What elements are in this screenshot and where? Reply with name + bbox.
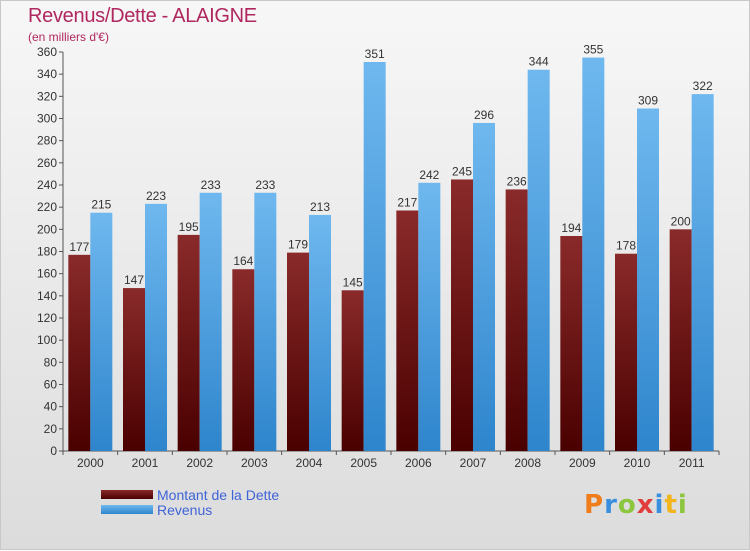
value-label-revenus: 351: [365, 47, 385, 61]
bar-dette: [615, 253, 637, 451]
y-tick-label: 0: [50, 444, 57, 458]
bar-revenus: [418, 182, 441, 452]
value-label-revenus: 355: [583, 43, 603, 57]
y-tick-label: 260: [37, 156, 57, 170]
legend-swatch-revenus: [101, 505, 153, 514]
x-tick-label: 2008: [514, 456, 541, 470]
value-label-revenus: 242: [419, 168, 439, 182]
y-tick-label: 340: [37, 67, 57, 81]
bar-revenus: [90, 212, 113, 451]
value-label-dette: 147: [124, 273, 144, 287]
value-label-dette: 200: [671, 214, 691, 228]
chart-subtitle: (en milliers d'€): [28, 30, 109, 44]
bar-dette: [341, 290, 364, 451]
value-label-dette: 164: [233, 254, 253, 268]
y-tick-label: 20: [44, 422, 58, 436]
bar-revenus: [582, 57, 605, 452]
value-label-revenus: 213: [310, 200, 330, 214]
bar-dette: [68, 254, 91, 451]
value-label-revenus: 233: [255, 178, 275, 192]
chart-title: Revenus/Dette - ALAIGNE: [28, 5, 257, 27]
y-tick-label: 120: [37, 311, 57, 325]
value-label-dette: 178: [616, 239, 636, 253]
logo-letter: r: [604, 490, 618, 520]
value-label-revenus: 296: [474, 108, 494, 122]
bar-revenus: [527, 69, 550, 451]
y-tick-label: 280: [37, 134, 57, 148]
x-tick-label: 2002: [186, 456, 213, 470]
value-label-dette: 236: [507, 174, 527, 188]
bar-dette: [669, 229, 692, 451]
bars: [68, 57, 714, 452]
y-tick-label: 160: [37, 267, 57, 281]
value-label-dette: 195: [179, 220, 199, 234]
logo-letter: o: [617, 490, 637, 520]
bar-dette: [287, 252, 309, 451]
logo-letter: i: [677, 490, 688, 520]
x-tick-label: 2001: [132, 456, 159, 470]
bar-revenus: [199, 192, 222, 451]
bar-dette: [123, 288, 145, 451]
axes: 0 20 40 60 80 100 120 140 160 180 200 220 240 260 280 3…: [37, 45, 720, 470]
value-label-dette: 179: [288, 238, 308, 252]
x-tick-label: 2003: [241, 456, 268, 470]
value-label-revenus: 344: [529, 55, 549, 69]
value-label-revenus: 233: [201, 178, 221, 192]
x-tick-label: 2000: [77, 456, 104, 470]
y-tick-label: 100: [37, 333, 57, 347]
legend-label-revenus: Revenus: [157, 502, 213, 518]
bar-revenus: [254, 192, 277, 451]
bar-revenus: [637, 108, 659, 452]
y-tick-label: 180: [37, 245, 57, 259]
x-tick-label: 2007: [460, 456, 487, 470]
y-tick-label: 320: [37, 89, 57, 103]
bar-dette: [451, 179, 473, 452]
x-tick-label: 2004: [296, 456, 323, 470]
bar-dette: [396, 210, 419, 451]
x-tick-label: 2009: [569, 456, 596, 470]
x-tick-label: 2010: [624, 456, 651, 470]
y-tick-label: 200: [37, 222, 57, 236]
y-tick-label: 60: [44, 378, 58, 392]
y-tick-label: 40: [44, 400, 58, 414]
bar-revenus: [691, 94, 714, 451]
bar-dette: [505, 189, 528, 451]
y-tick-label: 240: [37, 178, 57, 192]
logo-letter: x: [636, 490, 655, 520]
value-label-dette: 245: [452, 164, 472, 178]
proxiti-logo: Proxiti: [584, 490, 688, 520]
value-label-revenus: 223: [146, 189, 166, 203]
y-tick-label: 140: [37, 289, 57, 303]
bar-dette: [560, 235, 583, 451]
value-label-dette: 194: [561, 221, 581, 235]
y-tick-label: 220: [37, 200, 57, 214]
value-label-dette: 177: [69, 240, 89, 254]
logo-letter: P: [584, 490, 605, 520]
legend-swatch-dette: [101, 490, 153, 499]
logo-letter: i: [654, 490, 665, 520]
y-tick-label: 300: [37, 112, 57, 126]
logo-letter: t: [664, 490, 678, 520]
bar-revenus: [145, 203, 167, 451]
x-tick-label: 2011: [679, 456, 705, 470]
value-label-revenus: 309: [638, 94, 658, 108]
value-labels: 1772151472231952331642331792131453512172…: [69, 43, 713, 290]
value-label-revenus: 322: [693, 79, 713, 93]
legend-label-dette: Montant de la Dette: [157, 487, 280, 503]
bar-revenus: [309, 214, 331, 451]
bar-dette: [232, 269, 255, 451]
value-label-revenus: 215: [91, 198, 111, 212]
value-label-dette: 217: [397, 195, 417, 209]
x-tick-label: 2006: [405, 456, 432, 470]
bar-revenus: [473, 122, 495, 451]
y-tick-label: 360: [37, 45, 57, 59]
y-tick-label: 80: [44, 355, 58, 369]
x-tick-label: 2005: [350, 456, 377, 470]
value-label-dette: 145: [343, 275, 363, 289]
bar-revenus: [363, 61, 386, 451]
bar-dette: [177, 234, 200, 451]
